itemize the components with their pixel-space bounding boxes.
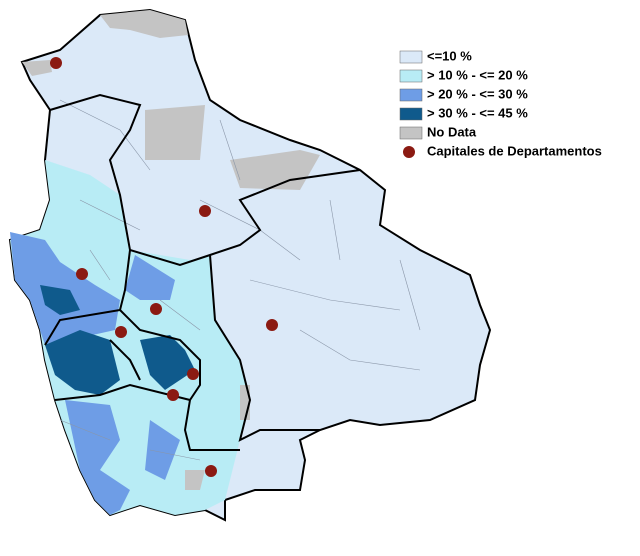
capital-marker (199, 205, 211, 217)
legend-swatch (399, 126, 423, 140)
capital-marker (76, 268, 88, 280)
legend-label: <=10 % (427, 48, 472, 63)
legend-label: > 10 % - <= 20 % (427, 67, 528, 82)
legend-label: No Data (427, 124, 477, 139)
region-30-45 (40, 285, 195, 395)
capital-marker (167, 389, 179, 401)
legend-dot (403, 146, 415, 158)
dept-border (49, 93, 361, 267)
capitals (50, 57, 278, 477)
capital-marker (205, 465, 217, 477)
dept-border (109, 339, 141, 381)
legend-swatch (399, 88, 423, 102)
dept-border (119, 309, 240, 451)
dept-border (209, 254, 320, 442)
capital-marker (115, 326, 127, 338)
legend-swatch (399, 107, 423, 121)
capital-marker (50, 57, 62, 69)
legend: <=10 % > 10 % - <= 20 % > 20 % - <= 30 % > … (399, 48, 602, 158)
capital-marker (187, 368, 199, 380)
legend-label: > 30 % - <= 45 % (427, 105, 528, 120)
country (8, 8, 492, 522)
region-10-20 (10, 160, 250, 515)
legend-swatch (399, 69, 423, 83)
capital-marker (150, 303, 162, 315)
legend-label: Capitales de Departamentos (427, 143, 602, 158)
legend-swatch (399, 50, 423, 64)
legend-label: > 20 % - <= 30 % (427, 86, 528, 101)
capital-marker (266, 319, 278, 331)
